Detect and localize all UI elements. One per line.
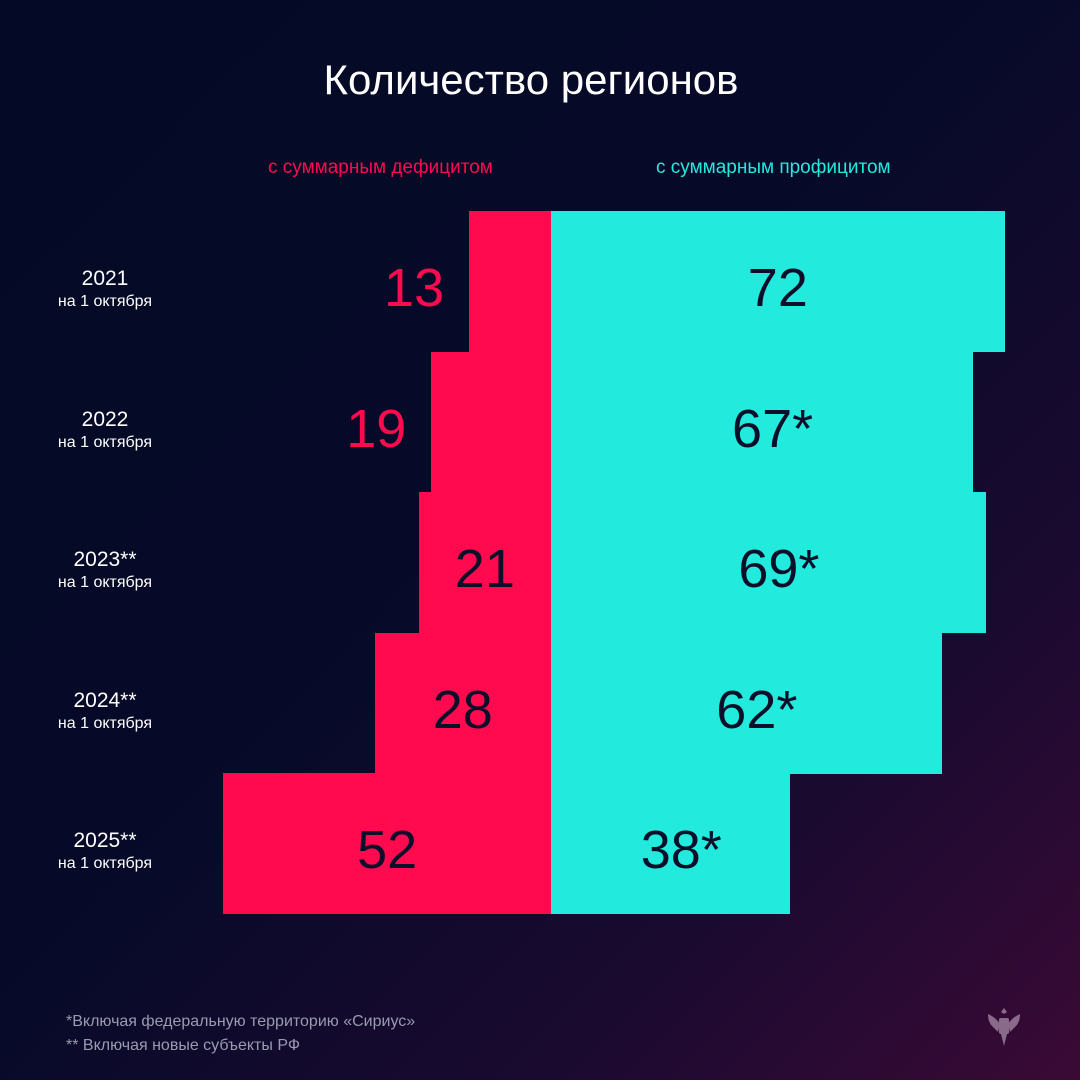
bar-surplus bbox=[551, 351, 974, 493]
data-label: 28 bbox=[432, 679, 493, 740]
legend-surplus: с суммарным профицитом bbox=[656, 157, 891, 178]
emblem-icon bbox=[982, 1004, 1026, 1053]
year-label: 2022 bbox=[81, 407, 129, 431]
data-label: 21 bbox=[454, 539, 515, 599]
bar-deficit bbox=[469, 211, 551, 352]
year-label: 2023** bbox=[73, 548, 137, 571]
date-label: на 1 октября bbox=[57, 855, 153, 872]
bar-deficit bbox=[374, 632, 551, 774]
row-label: 2021 на 1 октября bbox=[40, 267, 170, 311]
row-label: 2022 на 1 октября bbox=[40, 408, 170, 452]
footnote-2: ** Включая новые субъекты РФ bbox=[66, 1037, 300, 1054]
year-label: 2025** bbox=[73, 829, 137, 852]
date-label: на 1 октября bbox=[57, 714, 153, 732]
data-label: 52 bbox=[357, 820, 418, 880]
bar-deficit bbox=[223, 773, 551, 914]
bar-deficit bbox=[431, 351, 551, 493]
data-label: 69* bbox=[738, 539, 820, 599]
chart-title: Количество регионов bbox=[323, 56, 739, 103]
bar-surplus bbox=[551, 211, 1005, 352]
date-label: на 1 октября bbox=[57, 574, 153, 591]
legend-deficit: с суммарным дефицитом bbox=[268, 157, 493, 178]
year-label: 2021 bbox=[81, 267, 129, 290]
date-label: на 1 октября bbox=[57, 293, 153, 310]
bar-surplus bbox=[551, 492, 986, 633]
data-label: 67* bbox=[732, 398, 814, 459]
data-label: 72 bbox=[747, 258, 808, 318]
row-label: 2025** на 1 октября bbox=[40, 829, 170, 873]
data-label: 19 bbox=[346, 398, 407, 459]
data-label: 38* bbox=[640, 820, 722, 880]
bar-deficit bbox=[418, 492, 551, 633]
data-label: 13 bbox=[384, 258, 445, 318]
row-label: 2024** на 1 октября bbox=[40, 689, 170, 733]
row-label: 2023** на 1 октября bbox=[40, 548, 170, 592]
bar-surplus bbox=[551, 773, 791, 914]
bar-surplus bbox=[551, 632, 942, 774]
year-label: 2024** bbox=[73, 688, 137, 712]
footnote-1: *Включая федеральную территорию «Сириус» bbox=[66, 1013, 416, 1030]
date-label: на 1 октября bbox=[57, 433, 153, 451]
data-label: 62* bbox=[716, 679, 798, 740]
